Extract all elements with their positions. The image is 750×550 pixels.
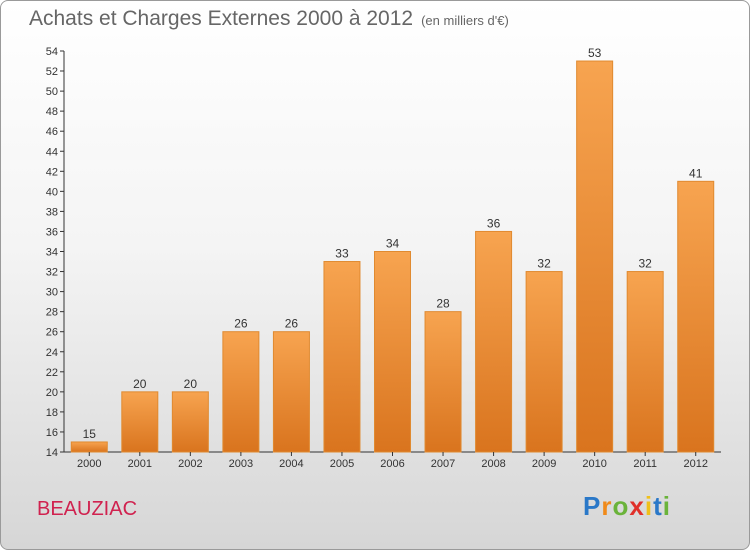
bar <box>424 311 462 453</box>
y-tick-label: 48 <box>46 106 58 118</box>
bar-value-label: 26 <box>234 317 248 331</box>
y-tick-label: 18 <box>46 407 58 419</box>
y-tick-label: 54 <box>46 46 58 58</box>
y-tick-label: 14 <box>46 447 58 459</box>
y-tick-label: 16 <box>46 427 58 439</box>
x-tick-label: 2002 <box>178 458 202 470</box>
bar-value-label: 26 <box>285 317 299 331</box>
x-tick-label: 2010 <box>582 458 606 470</box>
x-tick-label: 2004 <box>279 458 303 470</box>
bar-value-label: 15 <box>83 427 97 441</box>
x-tick-label: 2001 <box>128 458 152 470</box>
bar <box>272 331 310 453</box>
logo-letter: r <box>601 491 613 521</box>
title-text: Achats et Charges Externes 2000 à 2012 <box>29 7 414 30</box>
y-tick-label: 28 <box>46 307 58 319</box>
x-tick-label: 2007 <box>431 458 455 470</box>
logo-letter: i <box>662 491 671 521</box>
x-tick-label: 2009 <box>532 458 556 470</box>
bar <box>222 331 260 453</box>
y-tick-label: 50 <box>46 86 58 98</box>
bar <box>677 180 715 453</box>
unit-label: (en milliers d'€) <box>421 13 509 28</box>
x-tick-label: 2006 <box>380 458 404 470</box>
bar <box>525 271 563 453</box>
proxiti-logo[interactable]: Proxiti <box>583 491 671 522</box>
bar <box>70 441 108 453</box>
bar-value-label: 32 <box>639 257 653 271</box>
y-tick-label: 20 <box>46 387 58 399</box>
bar-value-label: 28 <box>436 297 450 311</box>
bar-value-label: 20 <box>133 377 147 391</box>
x-tick-label: 2008 <box>481 458 505 470</box>
x-tick-label: 2000 <box>77 458 101 470</box>
y-tick-label: 22 <box>46 367 58 379</box>
chart-title: Achats et Charges Externes 2000 à 2012 (e… <box>29 7 509 31</box>
y-tick-label: 26 <box>46 327 58 339</box>
y-tick-label: 40 <box>46 186 58 198</box>
x-tick-label: 2003 <box>229 458 253 470</box>
bar <box>576 60 614 453</box>
y-tick-label: 30 <box>46 287 58 299</box>
bar <box>475 230 513 453</box>
bar-value-label: 53 <box>588 46 602 60</box>
commune-name: BEAUZIAC <box>37 498 138 520</box>
bar <box>374 251 411 453</box>
x-tick-label: 2012 <box>683 458 707 470</box>
y-tick-label: 34 <box>46 247 58 259</box>
y-tick-label: 38 <box>46 206 58 218</box>
bar-value-label: 41 <box>689 166 703 180</box>
y-tick-label: 44 <box>46 146 58 158</box>
logo-letter: P <box>583 491 602 521</box>
bar-value-label: 33 <box>335 247 349 261</box>
bar <box>171 391 209 453</box>
bar <box>323 261 361 453</box>
x-tick-label: 2005 <box>330 458 354 470</box>
bar <box>121 391 159 453</box>
y-tick-label: 42 <box>46 166 58 178</box>
y-tick-label: 52 <box>46 66 58 78</box>
y-tick-label: 36 <box>46 226 58 238</box>
bar-value-label: 20 <box>184 377 198 391</box>
logo-letter: t <box>653 491 663 521</box>
logo-letter: i <box>644 491 654 521</box>
bar-value-label: 36 <box>487 216 501 230</box>
bar-value-label: 32 <box>537 257 551 271</box>
y-tick-label: 46 <box>46 126 58 138</box>
x-tick-label: 2011 <box>633 458 657 470</box>
y-tick-label: 32 <box>46 267 58 279</box>
y-tick-label: 24 <box>46 347 58 359</box>
logo-letter: x <box>629 491 645 521</box>
bar <box>626 271 664 453</box>
bar-value-label: 34 <box>386 237 400 251</box>
logo-letter: o <box>612 491 630 521</box>
